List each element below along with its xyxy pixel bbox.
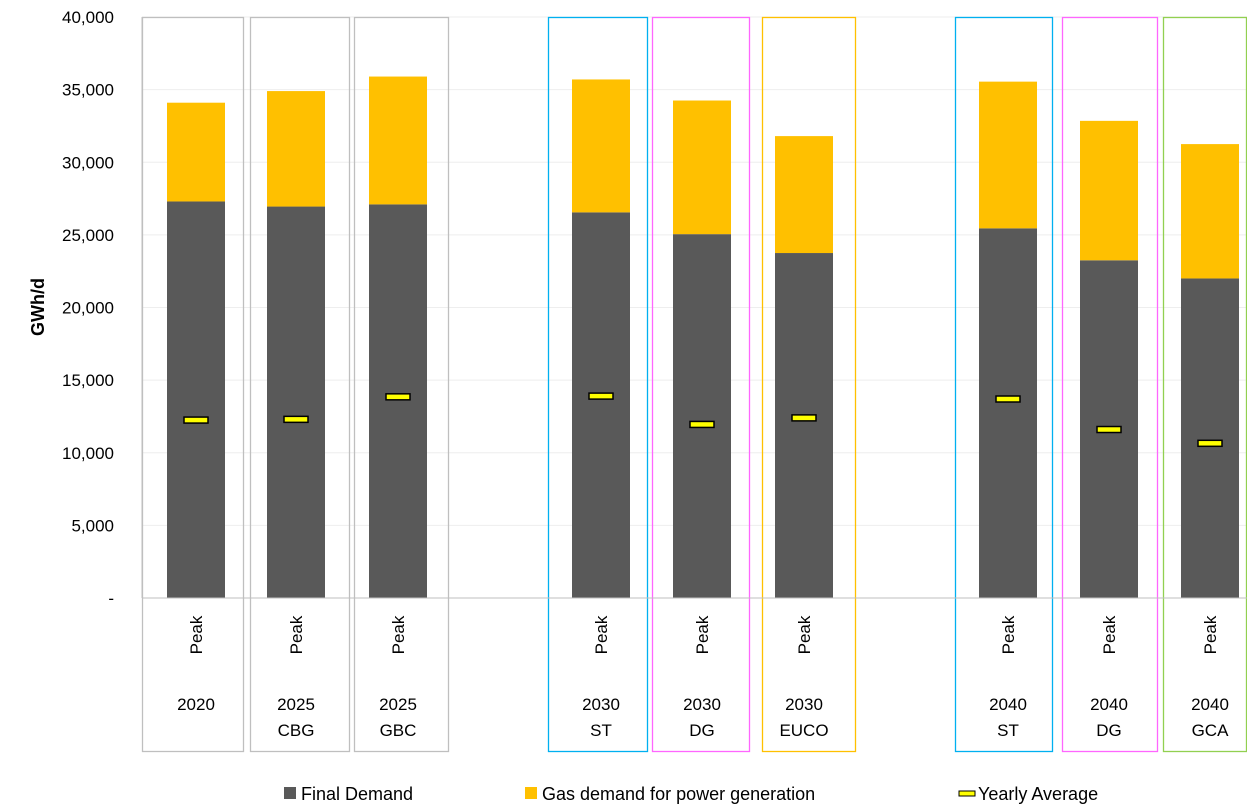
bar-segment [369, 204, 427, 598]
bar-segment [167, 102, 225, 202]
category-box [547, 16, 649, 753]
yearly-average-markers [183, 392, 1223, 448]
legend-label: Yearly Average [978, 784, 1098, 804]
legend-swatch [284, 787, 296, 799]
y-tick-label: 35,000 [62, 81, 114, 100]
legend-label: Gas demand for power generation [542, 784, 815, 804]
legend-swatch [958, 790, 976, 797]
yearly-average-marker [689, 420, 715, 429]
legend-swatch [525, 787, 537, 799]
x-scenario-label: ST [590, 721, 612, 740]
y-axis-label: GWh/d [28, 278, 48, 336]
category-box [249, 16, 351, 753]
category-box [1061, 16, 1159, 753]
x-category-labels: Peak 2020 Peak 2025 CBG Peak 2025 GBC Peak 2030 ST… [177, 615, 1229, 740]
x-scenario-label: DG [1096, 721, 1122, 740]
category-box [761, 16, 857, 753]
bar-segment [775, 136, 833, 254]
y-tick-label: 5,000 [71, 516, 114, 535]
bar-segment [673, 234, 731, 598]
category-box [651, 16, 751, 753]
yearly-average-marker [995, 395, 1021, 403]
legend-label: Final Demand [301, 784, 413, 804]
x-year-label: 2025 [277, 695, 315, 714]
x-scenario-label: GCA [1192, 721, 1230, 740]
bar-segment [979, 228, 1037, 598]
y-tick-label: 10,000 [62, 444, 114, 463]
bar-segment [979, 81, 1037, 229]
bar-segment [572, 79, 630, 213]
x-year-label: 2030 [785, 695, 823, 714]
x-sub-label: Peak [693, 615, 712, 654]
yearly-average-marker [385, 393, 411, 401]
bar-segment [267, 91, 325, 207]
bar-segment [775, 253, 833, 598]
y-tick-labels: - 5,000 10,000 15,000 20,000 25,000 30,000 35,0… [62, 8, 114, 608]
y-tick-label: 25,000 [62, 226, 114, 245]
y-tick-label: - [108, 589, 114, 608]
x-sub-label: Peak [592, 615, 611, 654]
x-sub-label: Peak [999, 615, 1018, 654]
x-year-label: 2025 [379, 695, 417, 714]
yearly-average-marker [791, 414, 817, 422]
yearly-average-marker [283, 415, 309, 424]
x-year-label: 2040 [1191, 695, 1229, 714]
y-tick-label: 20,000 [62, 299, 114, 318]
x-sub-label: Peak [389, 615, 408, 654]
axes [141, 17, 1247, 599]
x-scenario-label: ST [997, 721, 1019, 740]
x-year-label: 2030 [683, 695, 721, 714]
x-sub-label: Peak [795, 615, 814, 654]
y-tick-label: 30,000 [62, 153, 114, 172]
category-box [954, 16, 1054, 753]
yearly-average-marker [183, 416, 209, 424]
yearly-average-marker [1096, 425, 1122, 434]
y-tick-label: 40,000 [62, 8, 114, 27]
bar-segment [369, 76, 427, 205]
x-scenario-label: DG [689, 721, 715, 740]
yearly-average-marker [588, 392, 614, 400]
x-sub-label: Peak [287, 615, 306, 654]
category-group-boxes [141, 16, 1247, 753]
y-tick-label: 15,000 [62, 371, 114, 390]
x-sub-label: Peak [187, 615, 206, 654]
bar-segment [572, 212, 630, 598]
x-scenario-label: CBG [278, 721, 315, 740]
legend: Final Demand Gas demand for power generat… [284, 784, 1098, 804]
bar-segment [673, 100, 731, 235]
x-scenario-label: GBC [380, 721, 417, 740]
x-year-label: 2030 [582, 695, 620, 714]
x-sub-label: Peak [1100, 615, 1119, 654]
x-year-label: 2040 [1090, 695, 1128, 714]
yearly-average-marker [1197, 439, 1223, 448]
category-box [353, 16, 450, 753]
bar-segment [1080, 120, 1138, 261]
x-year-label: 2020 [177, 695, 215, 714]
x-scenario-label: EUCO [779, 721, 828, 740]
bar-segment [1181, 144, 1239, 279]
bar-segment [167, 201, 225, 598]
x-year-label: 2040 [989, 695, 1027, 714]
bar-segment [267, 206, 325, 598]
bar-segment [1181, 278, 1239, 598]
x-sub-label: Peak [1201, 615, 1220, 654]
bars [167, 76, 1239, 598]
